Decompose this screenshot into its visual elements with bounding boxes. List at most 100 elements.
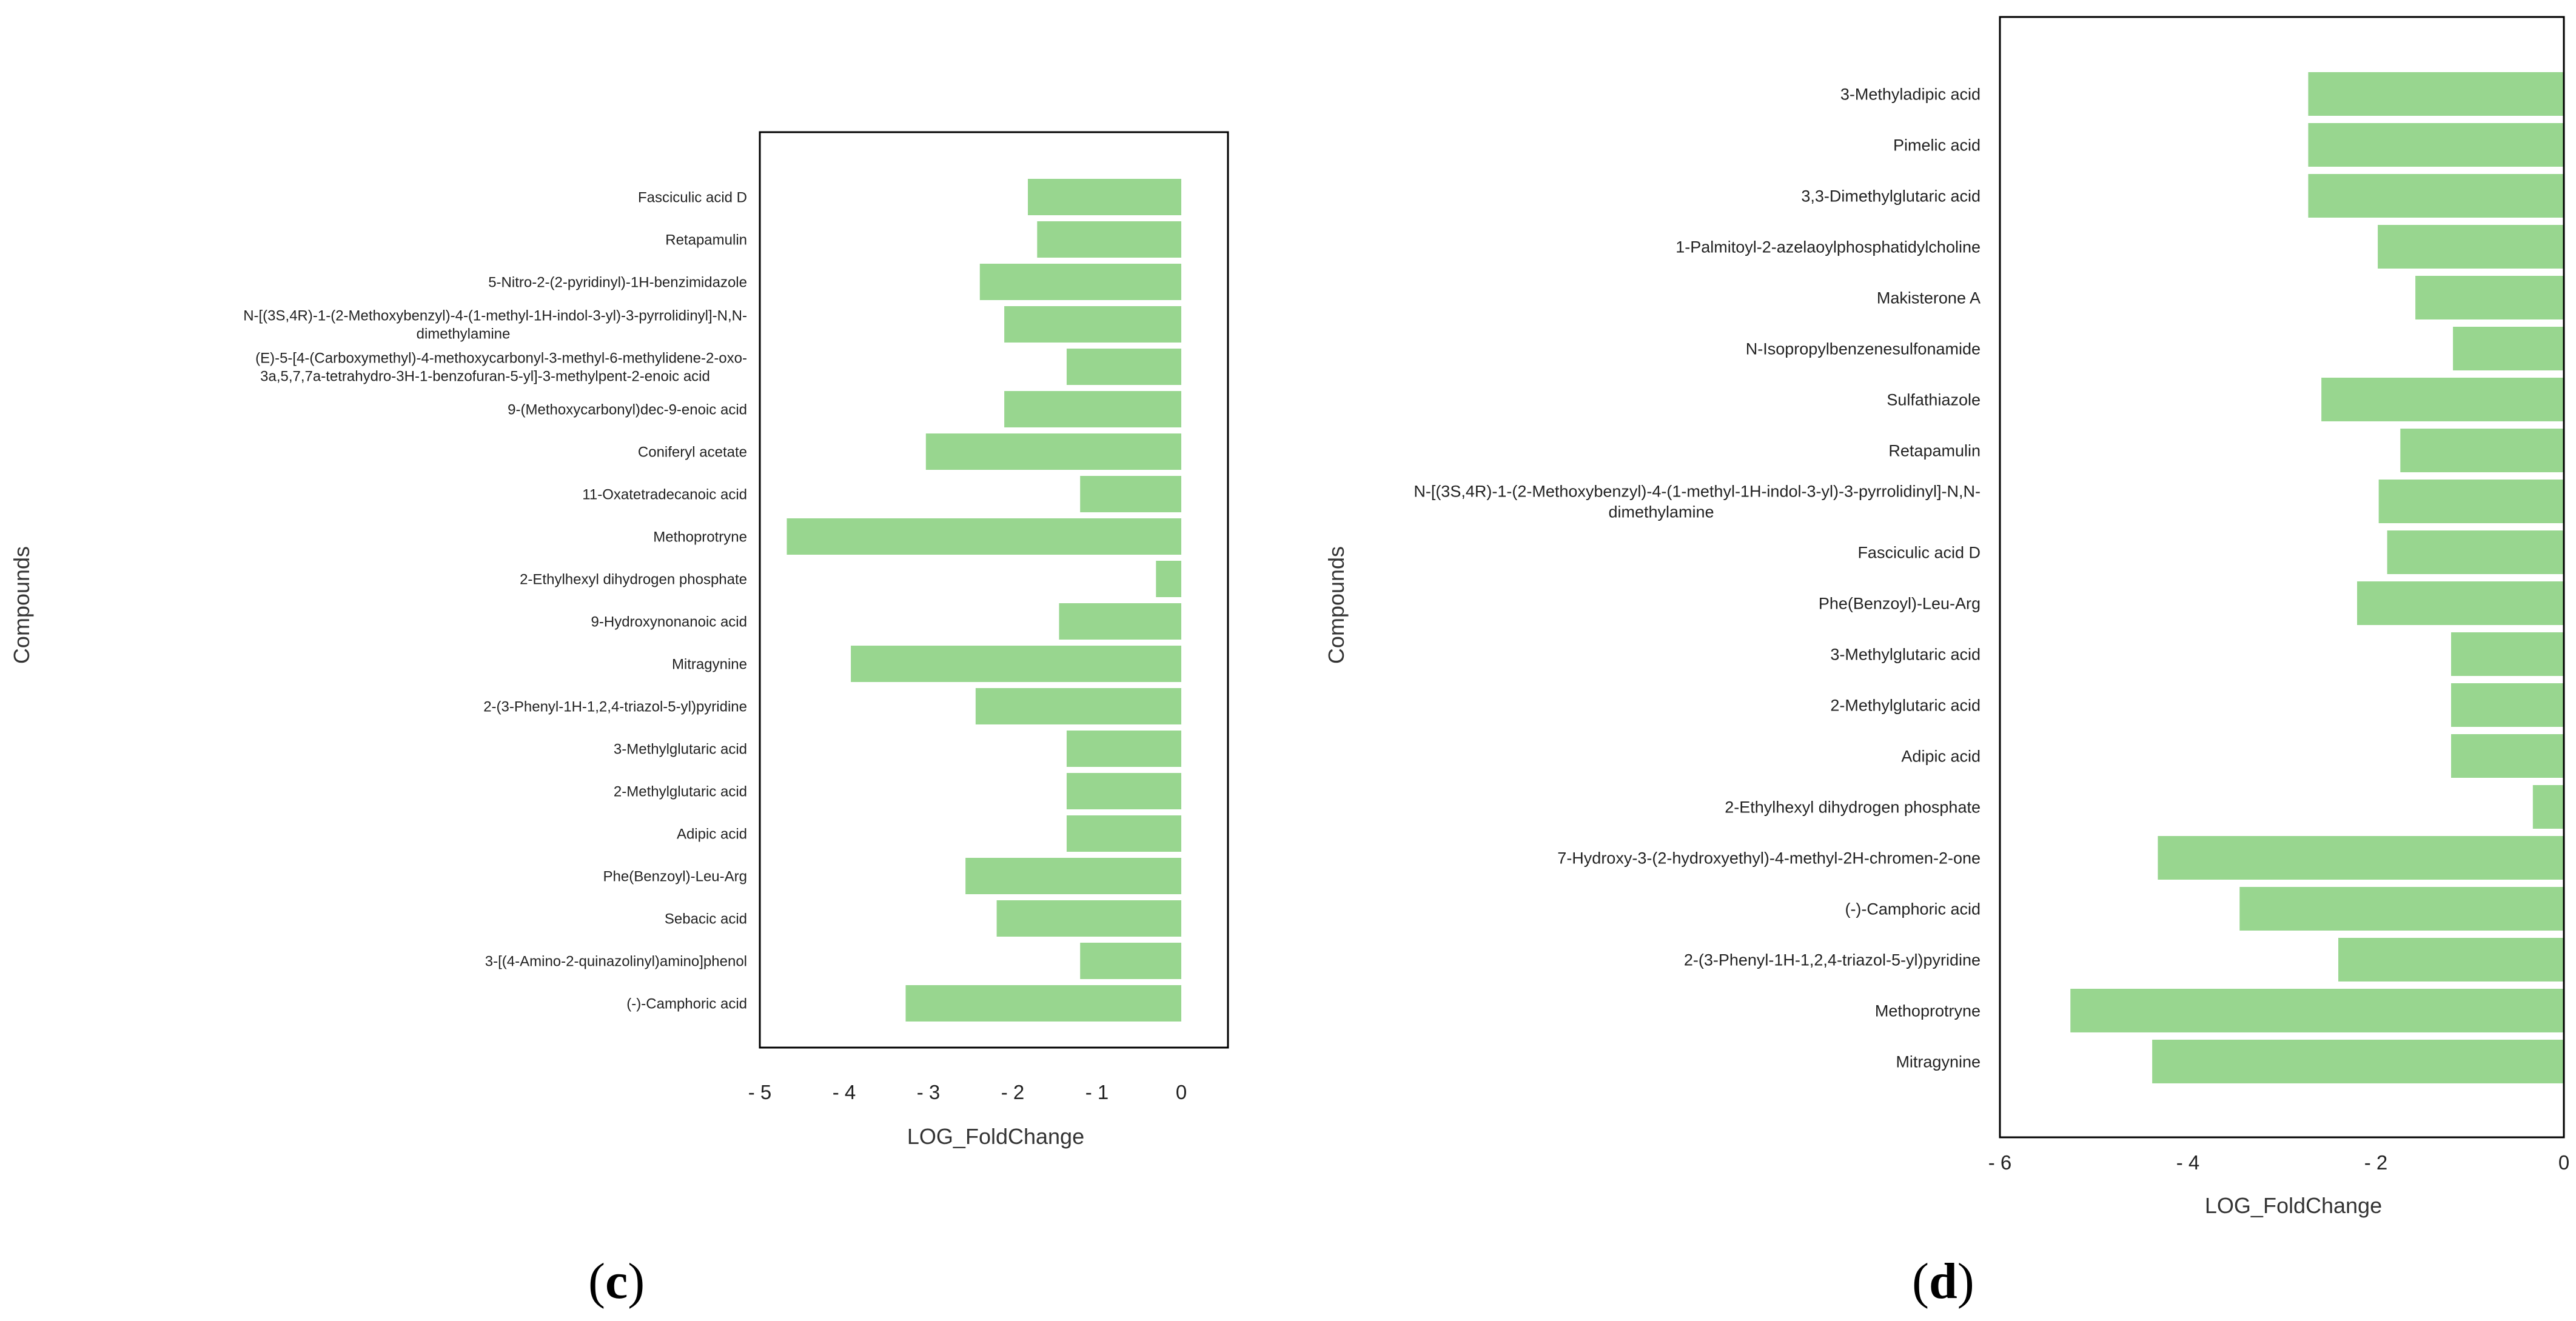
- bar-d-1: [2308, 72, 2564, 116]
- category-label-line: 11-Oxatetradecanoic acid: [582, 486, 747, 503]
- x-tick-label-d-4: 0: [2558, 1151, 2569, 1174]
- category-label-c-6: 9-(Methoxycarbonyl)dec-9-enoic acid: [508, 401, 747, 418]
- category-label-line: Adipic acid: [677, 826, 747, 842]
- category-label-line: dimethylamine: [417, 326, 511, 342]
- bar-c-4: [1004, 306, 1181, 343]
- bar-c-5: [1066, 349, 1181, 385]
- category-label-c-19: 3-[(4-Amino-2-quinazolinyl)amino]phenol: [485, 953, 747, 969]
- bar-c-19: [1080, 943, 1181, 979]
- category-label-d-4: 1-Palmitoyl-2-azelaoylphosphatidylcholin…: [1675, 238, 1981, 256]
- bar-c-3: [979, 264, 1181, 300]
- bar-c-6: [1004, 391, 1181, 427]
- x-tick-label-c-5: - 1: [1085, 1081, 1109, 1103]
- x-tick-label-c-1: - 5: [748, 1081, 772, 1103]
- bar-c-20: [905, 985, 1181, 1022]
- category-label-d-12: 3-Methylglutaric acid: [1830, 645, 1981, 663]
- bar-d-18: [2338, 938, 2564, 982]
- category-label-d-20: Mitragynine: [1896, 1052, 1981, 1071]
- plot-frame-c: [759, 131, 1229, 1049]
- category-label-line: 3-Methylglutaric acid: [614, 741, 747, 757]
- category-label-line: 9-Hydroxynonanoic acid: [591, 614, 747, 630]
- category-label-line: Pimelic acid: [1893, 136, 1981, 154]
- category-label-line: (-)-Camphoric acid: [1845, 900, 1981, 918]
- chart-panel-c: Fasciculic acid D Retapamulin 5-Nitro-2-(2…: [9, 131, 1229, 1149]
- category-label-d-19: Methoprotryne: [1875, 1002, 1981, 1020]
- bar-c-16: [1066, 815, 1181, 852]
- panel-label-c-letter: c: [605, 1253, 628, 1309]
- panel-label-d-letter: d: [1928, 1253, 1957, 1309]
- bar-d-14: [2451, 734, 2564, 778]
- x-tick-label-c-2: - 4: [833, 1081, 856, 1103]
- category-label-c-15: 2-Methylglutaric acid: [614, 783, 747, 800]
- category-label-line: Fasciculic acid D: [638, 189, 747, 206]
- bar-d-15: [2532, 785, 2564, 829]
- category-label-line: Sulfathiazole: [1887, 390, 1981, 409]
- bar-c-18: [996, 900, 1181, 937]
- category-label-d-15: 2-Ethylhexyl dihydrogen phosphate: [1725, 798, 1981, 816]
- category-label-line: (-)-Camphoric acid: [626, 995, 747, 1012]
- category-label-line: 3,3-Dimethylglutaric acid: [1801, 187, 1981, 205]
- category-label-line: N-[(3S,4R)-1-(2-Methoxybenzyl)-4-(1-meth…: [243, 307, 747, 324]
- bar-d-9: [2378, 480, 2564, 523]
- bar-c-13: [975, 688, 1181, 724]
- category-label-line: Methoprotryne: [653, 529, 747, 545]
- category-label-d-3: 3,3-Dimethylglutaric acid: [1801, 187, 1981, 205]
- category-label-c-12: Mitragynine: [672, 656, 747, 672]
- category-label-d-5: Makisterone A: [1877, 289, 1981, 307]
- bar-c-9: [787, 518, 1181, 555]
- bar-d-12: [2451, 632, 2564, 676]
- category-label-line: Phe(Benzoyl)-Leu-Arg: [1819, 594, 1981, 612]
- bar-d-11: [2357, 581, 2564, 625]
- bar-c-8: [1080, 476, 1181, 512]
- category-label-d-18: 2-(3-Phenyl-1H-1,2,4-triazol-5-yl)pyridi…: [1684, 951, 1981, 969]
- category-label-line: Mitragynine: [672, 656, 747, 672]
- category-label-d-14: Adipic acid: [1901, 747, 1981, 765]
- category-label-c-14: 3-Methylglutaric acid: [614, 741, 747, 757]
- category-label-line: 2-(3-Phenyl-1H-1,2,4-triazol-5-yl)pyridi…: [1684, 951, 1981, 969]
- category-label-line: 7-Hydroxy-3-(2-hydroxyethyl)-4-methyl-2H…: [1557, 849, 1981, 867]
- category-label-d-1: 3-Methyladipic acid: [1840, 85, 1981, 103]
- category-label-d-9: N-[(3S,4R)-1-(2-Methoxybenzyl)-4-(1-meth…: [1414, 482, 1981, 521]
- category-label-c-3: 5-Nitro-2-(2-pyridinyl)-1H-benzimidazole: [488, 274, 747, 290]
- bar-d-20: [2152, 1040, 2564, 1083]
- category-label-line: 2-(3-Phenyl-1H-1,2,4-triazol-5-yl)pyridi…: [483, 698, 747, 715]
- category-label-c-17: Phe(Benzoyl)-Leu-Arg: [603, 868, 747, 885]
- panel-label-c: (c): [588, 1253, 645, 1309]
- category-label-line: 3-Methylglutaric acid: [1830, 645, 1981, 663]
- x-axis-label-d: LOG_FoldChange: [2205, 1193, 2382, 1218]
- category-label-d-11: Phe(Benzoyl)-Leu-Arg: [1819, 594, 1981, 612]
- category-label-d-6: N-Isopropylbenzenesulfonamide: [1746, 339, 1981, 358]
- bar-d-8: [2400, 429, 2564, 472]
- bar-d-4: [2378, 225, 2564, 269]
- x-tick-label-d-3: - 2: [2364, 1151, 2388, 1174]
- category-label-c-4: N-[(3S,4R)-1-(2-Methoxybenzyl)-4-(1-meth…: [243, 307, 747, 342]
- category-label-line: Coniferyl acetate: [638, 444, 747, 460]
- category-label-line: Sebacic acid: [665, 911, 747, 927]
- bar-c-2: [1037, 221, 1181, 258]
- x-tick-label-d-1: - 6: [1988, 1151, 2012, 1174]
- category-label-line: Retapamulin: [665, 232, 747, 248]
- category-label-d-8: Retapamulin: [1888, 441, 1981, 460]
- x-tick-label-c-3: - 3: [917, 1081, 941, 1103]
- bar-d-5: [2415, 276, 2564, 319]
- category-label-c-8: 11-Oxatetradecanoic acid: [582, 486, 747, 503]
- x-tick-label-c-4: - 2: [1001, 1081, 1025, 1103]
- bar-c-10: [1156, 561, 1181, 597]
- category-label-d-17: (-)-Camphoric acid: [1845, 900, 1981, 918]
- bar-d-7: [2321, 378, 2564, 421]
- bar-d-19: [2070, 989, 2564, 1032]
- category-label-c-2: Retapamulin: [665, 232, 747, 248]
- bar-d-10: [2387, 530, 2564, 574]
- bar-d-6: [2453, 327, 2564, 370]
- bar-c-7: [925, 433, 1181, 470]
- category-label-line: Adipic acid: [1901, 747, 1981, 765]
- category-label-c-1: Fasciculic acid D: [638, 189, 747, 206]
- category-label-c-7: Coniferyl acetate: [638, 444, 747, 460]
- x-axis-label-c: LOG_FoldChange: [907, 1124, 1084, 1149]
- bar-c-12: [851, 646, 1181, 682]
- category-label-c-10: 2-Ethylhexyl dihydrogen phosphate: [520, 571, 747, 587]
- x-tick-label-d-2: - 4: [2176, 1151, 2200, 1174]
- category-label-line: Phe(Benzoyl)-Leu-Arg: [603, 868, 747, 885]
- category-label-line: 2-Methylglutaric acid: [614, 783, 747, 800]
